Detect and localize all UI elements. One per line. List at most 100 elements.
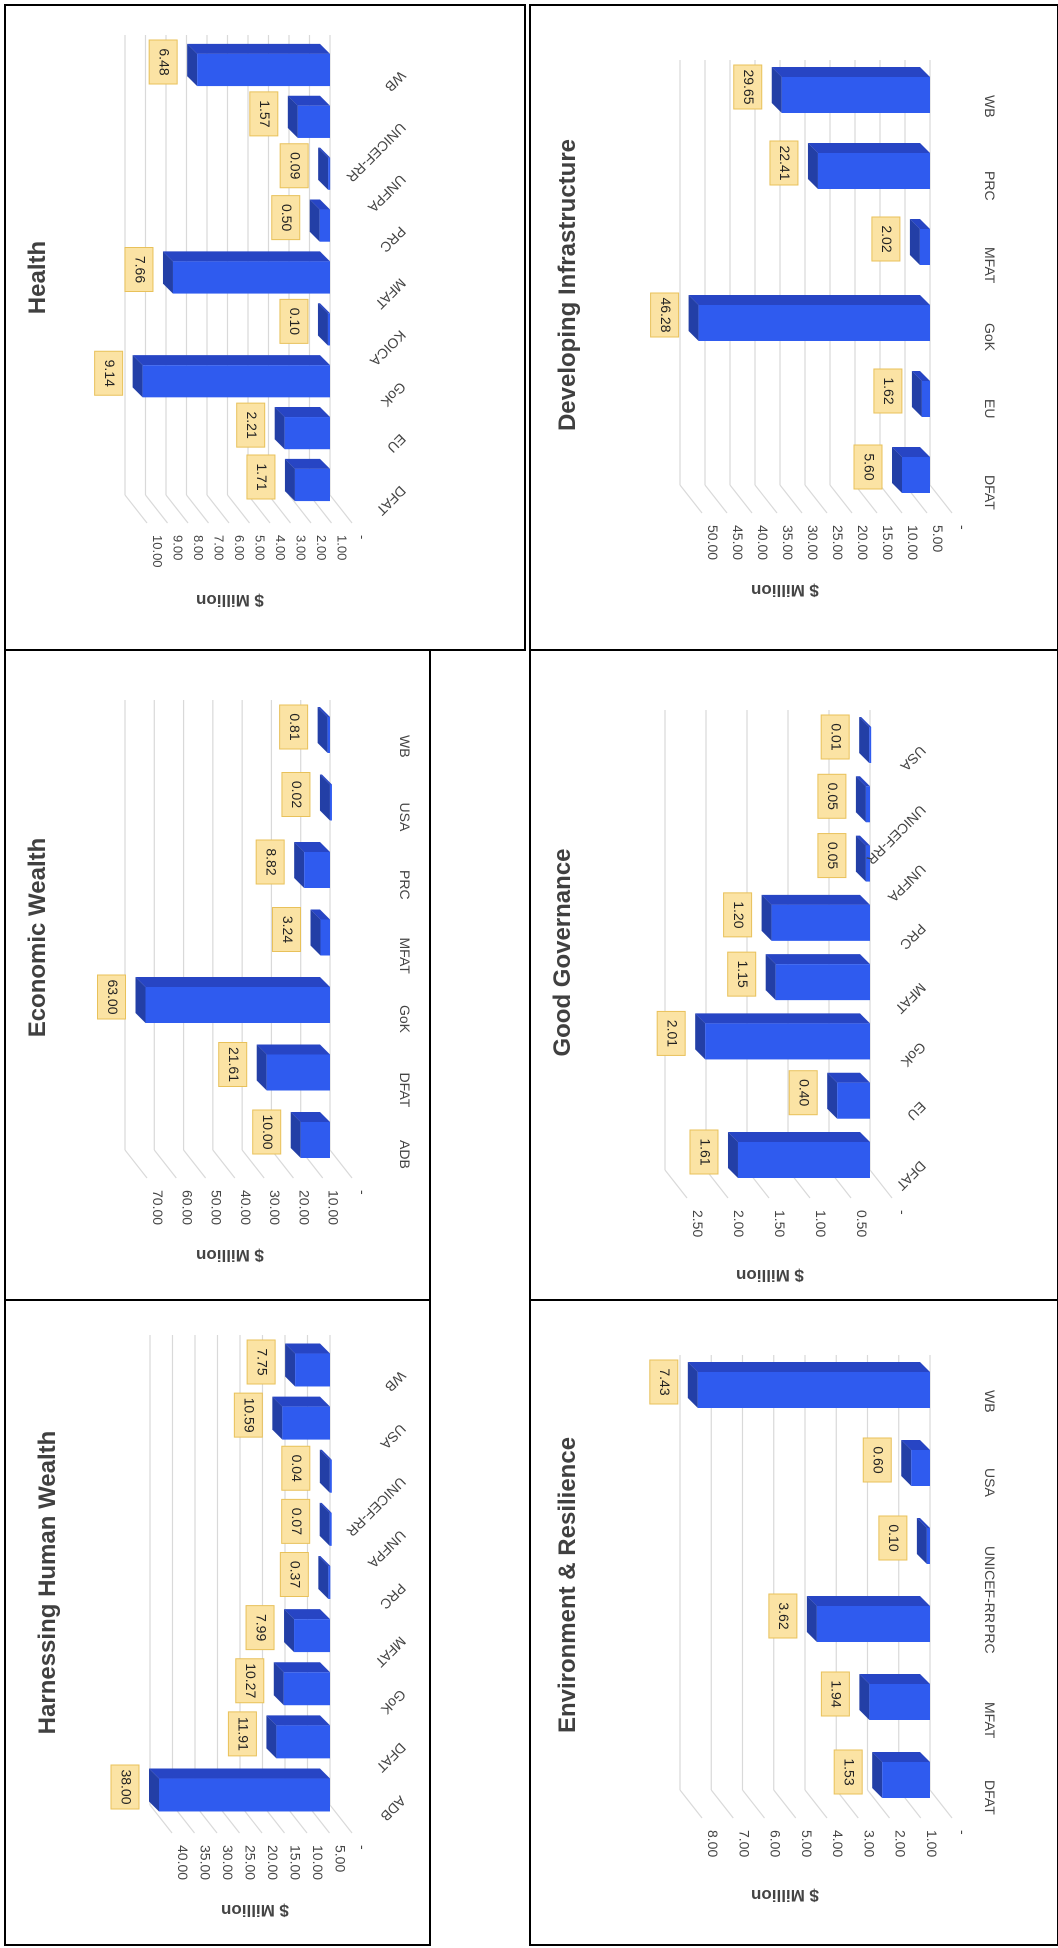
tick-label: 4.00 bbox=[273, 535, 288, 560]
data-label: 1.20 bbox=[731, 901, 747, 928]
data-label: 11.91 bbox=[236, 1717, 252, 1751]
data-label: 7.66 bbox=[132, 256, 148, 283]
bar-side bbox=[317, 707, 328, 753]
gridline-depth bbox=[835, 1789, 859, 1819]
category-label: DFAT bbox=[397, 1073, 413, 1108]
bar-top bbox=[132, 355, 330, 366]
data-label: 1.53 bbox=[841, 1758, 857, 1785]
data-label-box bbox=[723, 892, 753, 938]
category-label: WB bbox=[382, 68, 409, 95]
tick-label: 60.00 bbox=[179, 1190, 195, 1225]
tick-label: 2.50 bbox=[690, 1210, 706, 1237]
data-label-box bbox=[873, 368, 903, 414]
data-label-box bbox=[788, 1070, 818, 1116]
category-label: EU bbox=[384, 431, 409, 456]
tick-label: 8.00 bbox=[191, 535, 206, 560]
data-label-box bbox=[236, 402, 266, 448]
gridline-depth bbox=[183, 1149, 207, 1179]
bar bbox=[320, 919, 330, 956]
category-label: DFAT bbox=[982, 475, 998, 510]
data-label-box bbox=[255, 839, 285, 885]
tick-label: 45.00 bbox=[730, 525, 746, 560]
bar-side bbox=[688, 295, 699, 341]
data-label-box bbox=[124, 247, 154, 292]
data-label-box bbox=[272, 907, 302, 952]
gridline-depth bbox=[804, 1789, 828, 1819]
bar-top bbox=[872, 1752, 930, 1762]
bar bbox=[328, 157, 331, 190]
data-label: 0.50 bbox=[279, 204, 295, 231]
tick-label: 25.00 bbox=[243, 1845, 259, 1880]
tick-label: 30.00 bbox=[805, 525, 821, 560]
data-label-box bbox=[246, 1339, 276, 1385]
tick-label: 3.00 bbox=[294, 535, 309, 560]
tick-label: 7.00 bbox=[736, 1830, 752, 1857]
bar bbox=[266, 1054, 330, 1091]
tick-label: 5.00 bbox=[799, 1830, 815, 1857]
bar-side bbox=[284, 1609, 295, 1653]
bar bbox=[329, 1512, 332, 1546]
chart-panel-6: - 5.00 10.00 15.00 20.00 25.00 30.00 35.00 40.00… bbox=[529, 4, 1058, 651]
tick-label: 10.00 bbox=[326, 1190, 342, 1225]
gridline-depth bbox=[206, 494, 230, 524]
bar bbox=[865, 786, 870, 823]
category-label: EU bbox=[982, 399, 998, 418]
y-axis-label: $ Million bbox=[221, 1901, 289, 1920]
data-label: 10.59 bbox=[242, 1398, 258, 1433]
bar-side bbox=[294, 842, 305, 888]
data-label: 2.01 bbox=[664, 1020, 680, 1047]
category-label: DFAT bbox=[373, 1740, 409, 1776]
data-label-box bbox=[249, 91, 279, 137]
bar-side bbox=[855, 776, 866, 823]
data-label: 5.60 bbox=[861, 453, 877, 480]
data-label: 0.60 bbox=[871, 1446, 887, 1473]
bar bbox=[282, 1406, 330, 1440]
gridline-depth bbox=[329, 1149, 353, 1179]
chart-panel-4: - 1.00 2.00 3.00 4.00 5.00 6.00 7.00 8.00 $ Milli… bbox=[529, 1299, 1058, 1946]
bar bbox=[159, 1778, 330, 1812]
tick-label: 10.00 bbox=[310, 1845, 326, 1880]
bar-top bbox=[695, 1013, 870, 1024]
bar-top bbox=[318, 147, 331, 158]
bar-top bbox=[859, 1674, 930, 1684]
category-label: MFAT bbox=[892, 980, 929, 1017]
y-axis-label: $ Million bbox=[196, 591, 264, 610]
data-label: 2.02 bbox=[879, 225, 895, 252]
bar bbox=[771, 904, 870, 941]
bar bbox=[319, 209, 330, 242]
gridline-depth bbox=[149, 1804, 173, 1834]
bar-side bbox=[273, 1662, 284, 1706]
tick-label: - bbox=[955, 1830, 971, 1835]
data-label-box bbox=[768, 1593, 798, 1639]
bar bbox=[327, 717, 330, 753]
chart-panel-5: - 0.50 1.00 1.50 2.00 2.50 $ Million Good Gover… bbox=[529, 649, 1058, 1301]
bar bbox=[329, 1459, 332, 1493]
data-label-box bbox=[271, 195, 301, 241]
tick-label: 5.00 bbox=[253, 535, 268, 560]
bar-top bbox=[855, 835, 870, 846]
category-label: PRC bbox=[377, 1580, 409, 1612]
bar bbox=[698, 305, 930, 341]
bar bbox=[705, 1023, 870, 1060]
category-label: DFAT bbox=[982, 1780, 998, 1815]
data-label: 38.00 bbox=[118, 1769, 134, 1804]
gridline-depth bbox=[804, 484, 828, 514]
category-label: GoK bbox=[982, 323, 998, 352]
gridline-depth bbox=[247, 494, 271, 524]
tick-label: 5.00 bbox=[930, 525, 946, 552]
bar-top bbox=[256, 1044, 330, 1055]
tick-label: 35.00 bbox=[198, 1845, 214, 1880]
chart-title: Developing Infrastructure bbox=[554, 139, 581, 431]
bar-top bbox=[916, 1518, 930, 1528]
gridline-depth bbox=[329, 494, 353, 524]
data-label-box bbox=[279, 1552, 309, 1597]
gridline-depth bbox=[241, 1149, 265, 1179]
bar bbox=[837, 1082, 870, 1119]
tick-label: 30.00 bbox=[220, 1845, 236, 1880]
data-label-box bbox=[871, 216, 901, 262]
bar bbox=[882, 1762, 930, 1798]
bar-top bbox=[290, 1112, 330, 1122]
bar-top bbox=[909, 219, 930, 229]
gridline-depth bbox=[929, 484, 953, 514]
